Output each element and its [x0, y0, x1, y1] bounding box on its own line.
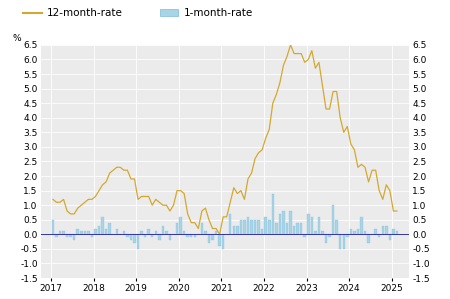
- Bar: [201, 223, 203, 234]
- Text: %: %: [13, 33, 22, 42]
- Bar: [76, 228, 79, 234]
- Bar: [154, 231, 157, 234]
- Bar: [180, 217, 182, 234]
- Bar: [307, 214, 310, 234]
- Bar: [350, 228, 352, 234]
- Bar: [328, 234, 331, 237]
- Bar: [286, 223, 288, 234]
- Bar: [229, 214, 231, 234]
- Bar: [325, 234, 327, 243]
- Bar: [254, 220, 256, 234]
- Bar: [233, 225, 235, 234]
- Bar: [250, 220, 253, 234]
- Bar: [367, 234, 370, 243]
- Bar: [335, 220, 338, 234]
- Bar: [66, 234, 68, 237]
- Bar: [137, 234, 139, 249]
- Bar: [204, 231, 207, 234]
- Bar: [215, 231, 217, 234]
- Bar: [318, 217, 320, 234]
- Bar: [52, 220, 54, 234]
- Bar: [346, 234, 349, 237]
- Bar: [314, 231, 317, 234]
- Bar: [279, 214, 281, 234]
- Bar: [247, 217, 249, 234]
- Bar: [183, 231, 185, 234]
- Legend: 12-month-rate, 1-month-rate: 12-month-rate, 1-month-rate: [23, 8, 253, 18]
- Bar: [162, 225, 164, 234]
- Bar: [392, 228, 395, 234]
- Bar: [122, 231, 125, 234]
- Bar: [208, 234, 210, 243]
- Bar: [158, 234, 161, 240]
- Bar: [289, 211, 292, 234]
- Bar: [87, 231, 90, 234]
- Bar: [293, 225, 295, 234]
- Bar: [94, 228, 97, 234]
- Bar: [126, 234, 129, 237]
- Bar: [218, 234, 221, 246]
- Bar: [332, 205, 334, 234]
- Bar: [211, 234, 214, 240]
- Bar: [321, 231, 324, 234]
- Bar: [194, 234, 196, 237]
- Bar: [357, 228, 359, 234]
- Bar: [62, 231, 65, 234]
- Bar: [165, 231, 168, 234]
- Bar: [176, 223, 178, 234]
- Bar: [190, 234, 193, 237]
- Bar: [144, 234, 146, 237]
- Bar: [55, 234, 58, 237]
- Bar: [186, 234, 189, 237]
- Bar: [151, 234, 153, 237]
- Bar: [116, 228, 118, 234]
- Bar: [364, 231, 366, 234]
- Bar: [91, 234, 93, 237]
- Bar: [240, 220, 242, 234]
- Bar: [222, 234, 225, 249]
- Bar: [374, 228, 377, 234]
- Bar: [261, 228, 263, 234]
- Bar: [148, 228, 150, 234]
- Bar: [80, 231, 82, 234]
- Bar: [339, 234, 342, 249]
- Bar: [257, 220, 260, 234]
- Bar: [243, 220, 246, 234]
- Bar: [310, 217, 313, 234]
- Bar: [105, 228, 108, 234]
- Bar: [385, 225, 387, 234]
- Bar: [275, 223, 278, 234]
- Bar: [108, 223, 111, 234]
- Bar: [236, 225, 238, 234]
- Bar: [73, 234, 76, 240]
- Bar: [59, 231, 61, 234]
- Bar: [98, 225, 100, 234]
- Bar: [360, 217, 363, 234]
- Bar: [300, 223, 302, 234]
- Bar: [378, 234, 380, 237]
- Bar: [303, 234, 306, 237]
- Bar: [282, 211, 285, 234]
- Bar: [396, 231, 398, 234]
- Bar: [382, 225, 384, 234]
- Bar: [353, 231, 356, 234]
- Bar: [342, 234, 345, 249]
- Bar: [389, 234, 391, 240]
- Bar: [297, 223, 299, 234]
- Bar: [130, 234, 132, 240]
- Bar: [140, 231, 143, 234]
- Bar: [133, 234, 136, 243]
- Bar: [169, 234, 171, 240]
- Bar: [268, 220, 270, 234]
- Bar: [101, 217, 104, 234]
- Bar: [271, 193, 274, 234]
- Bar: [265, 217, 267, 234]
- Bar: [69, 234, 72, 237]
- Bar: [84, 231, 86, 234]
